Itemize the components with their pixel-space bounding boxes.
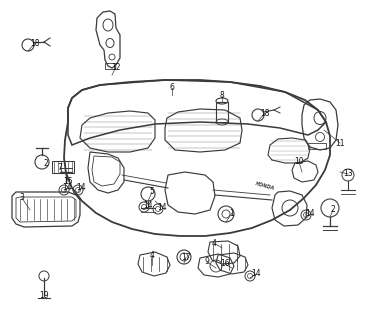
Text: 10: 10	[294, 157, 304, 166]
Text: 7: 7	[58, 164, 62, 172]
Text: 4: 4	[211, 238, 216, 247]
Text: 14: 14	[143, 201, 153, 210]
Text: 13: 13	[343, 170, 353, 179]
Text: 16: 16	[220, 260, 230, 268]
Bar	[105, 63, 115, 69]
Text: 14: 14	[76, 183, 86, 193]
Text: 12: 12	[111, 62, 121, 71]
Bar	[52, 161, 74, 173]
Text: 3: 3	[20, 194, 24, 203]
Text: 9: 9	[204, 258, 210, 267]
Text: 15: 15	[63, 177, 73, 186]
Text: 8: 8	[220, 92, 224, 100]
Text: 1: 1	[230, 209, 234, 218]
Text: 18: 18	[30, 38, 40, 47]
Text: 11: 11	[335, 139, 345, 148]
Text: 6: 6	[170, 84, 174, 92]
Text: 4: 4	[150, 251, 154, 260]
Bar	[308, 143, 326, 149]
Bar	[216, 102, 228, 122]
Text: 14: 14	[251, 269, 261, 278]
Text: 19: 19	[39, 292, 49, 300]
Text: 18: 18	[260, 108, 270, 117]
Text: 14: 14	[157, 203, 167, 212]
Text: HONDA: HONDA	[255, 181, 276, 191]
Text: 14: 14	[62, 183, 72, 193]
Text: 2: 2	[331, 205, 335, 214]
Text: 2: 2	[44, 158, 48, 167]
Text: 14: 14	[305, 210, 315, 219]
Text: 17: 17	[181, 252, 191, 261]
Text: 5: 5	[150, 188, 154, 196]
